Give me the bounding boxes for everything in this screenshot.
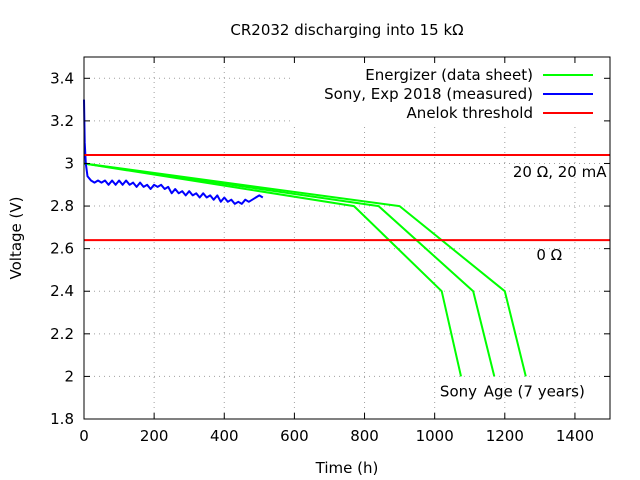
legend: Energizer (data sheet)Sony, Exp 2018 (me…: [290, 62, 606, 124]
annotation: 20 Ω, 20 mA: [513, 163, 607, 181]
y-tick-label: 2: [64, 367, 74, 385]
plot-frame: [83, 56, 611, 420]
ticks: 0 200 400 600 800 1000 1200 1400 1.8 2 2.2 2.4 2.6 2.…: [50, 57, 610, 445]
annotation: Age (7 years): [484, 382, 585, 400]
series-group: [83, 99, 610, 377]
x-axis-label: Time (h): [315, 459, 379, 477]
x-tick-label: 1400: [556, 427, 594, 445]
series-line-2: [83, 162, 527, 377]
y-tick-label: 2.6: [50, 240, 74, 258]
x-tick-label: 0: [79, 427, 89, 445]
x-tick-label: 1000: [416, 427, 454, 445]
y-tick-label: 1.8: [50, 410, 74, 428]
y-tick-label: 3.4: [50, 69, 74, 87]
chart-title: CR2032 discharging into 15 kΩ: [230, 21, 463, 39]
annotation: Sony: [440, 382, 477, 400]
annotation: 0 Ω: [536, 246, 562, 264]
x-tick-label: 200: [140, 427, 169, 445]
y-tick-label: 2.8: [50, 197, 74, 215]
annotations: 20 Ω, 20 mA 0 Ω Sony Age (7 years): [440, 163, 607, 400]
y-axis-label: Voltage (V): [7, 197, 25, 280]
legend-label: Sony, Exp 2018 (measured): [324, 85, 533, 103]
x-tick-label: 800: [350, 427, 379, 445]
x-tick-label: 600: [280, 427, 309, 445]
series-line-1: [83, 162, 496, 377]
x-tick-label: 1200: [486, 427, 524, 445]
series-line-0: [83, 162, 462, 377]
x-tick-label: 400: [210, 427, 239, 445]
y-tick-label: 3: [64, 154, 74, 172]
legend-label: Energizer (data sheet): [365, 66, 533, 84]
y-tick-label: 2.2: [50, 325, 74, 343]
legend-label: Anelok threshold: [407, 104, 533, 122]
y-tick-label: 3.2: [50, 112, 74, 130]
y-tick-label: 2.4: [50, 282, 74, 300]
series-line-3: [83, 99, 264, 205]
